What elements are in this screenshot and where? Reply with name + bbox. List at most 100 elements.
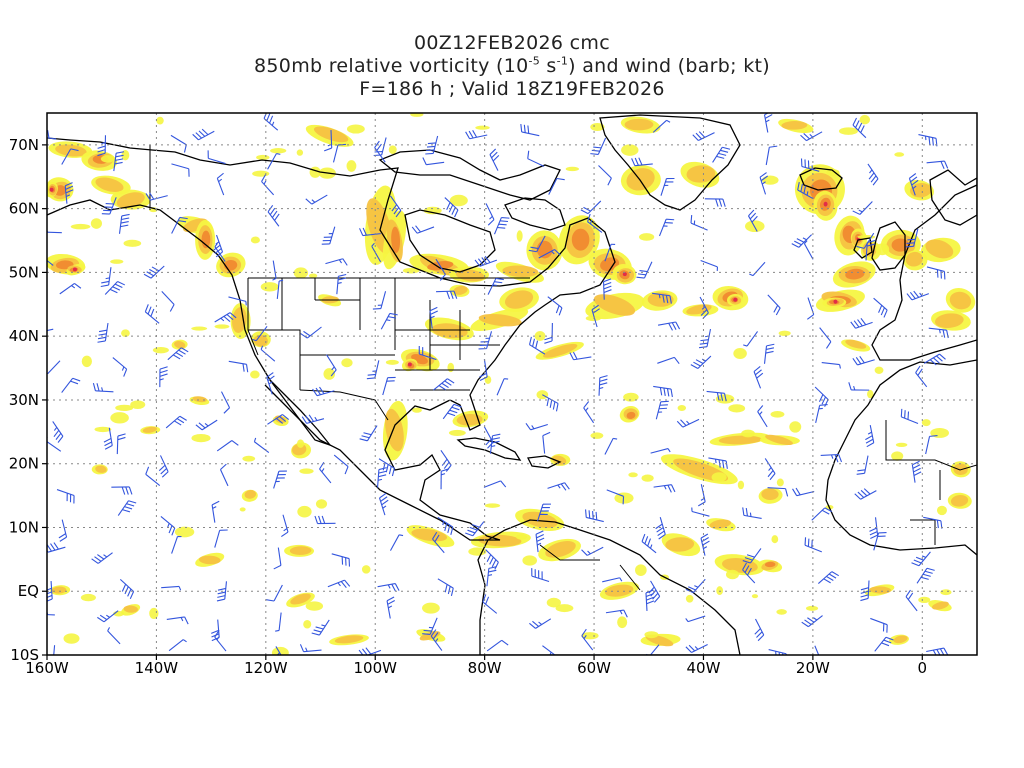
wind-barb: [685, 615, 706, 623]
wind-barb: [275, 646, 282, 655]
wind-barb: [865, 424, 875, 448]
wind-barb: [905, 589, 918, 612]
vorticity-speck: [447, 362, 455, 373]
wind-barb: [485, 203, 495, 226]
vorticity-speck: [242, 455, 256, 462]
wind-barb: [819, 327, 832, 349]
vorticity-speck: [776, 478, 784, 487]
wind-barb: [214, 243, 226, 262]
wind-barb: [636, 261, 653, 279]
vorticity-speck: [121, 329, 130, 337]
wind-barb: [645, 644, 660, 655]
wind-barb: [580, 200, 602, 215]
wind-barb: [482, 594, 498, 614]
wind-barb: [925, 435, 938, 455]
vorticity-speck: [448, 429, 466, 436]
wind-barb: [418, 345, 437, 361]
vorticity-contour-level-1: [925, 239, 954, 259]
wind-barb: [97, 135, 107, 157]
coastline-iceland: [799, 167, 843, 191]
wind-barb: [103, 427, 113, 450]
wind-barb: [821, 362, 841, 369]
vorticity-contour-level-1: [545, 541, 576, 558]
wind-barb: [371, 242, 382, 263]
wind-barb: [379, 492, 389, 516]
wind-barb: [101, 197, 117, 215]
vorticity-speck: [260, 282, 279, 292]
wind-barb: [848, 382, 870, 391]
wind-barb: [906, 290, 930, 301]
wind-barb: [220, 391, 231, 414]
lon-tick-label: 60W: [577, 659, 611, 677]
wind-barb: [325, 258, 348, 266]
vorticity-speck: [388, 145, 397, 155]
wind-barb: [655, 517, 666, 540]
vorticity-contour-level-1: [232, 307, 247, 333]
vorticity-contour-level-1: [419, 631, 441, 641]
wind-barb: [319, 461, 332, 484]
vorticity-speck: [728, 404, 746, 413]
vorticity-speck: [826, 169, 840, 177]
wind-barb: [327, 579, 351, 589]
wind-barb: [747, 209, 758, 232]
lon-tick-label: 40W: [687, 659, 721, 677]
wind-barb: [216, 581, 228, 602]
wind-barb: [926, 647, 949, 655]
vorticity-contour-level-3: [49, 187, 54, 192]
wind-barb: [911, 551, 931, 567]
wind-barb: [160, 516, 176, 536]
vorticity-speck: [239, 507, 246, 512]
wind-barb: [145, 466, 161, 487]
wind-barb: [437, 516, 454, 535]
wind-barb: [228, 360, 249, 373]
wind-barb: [485, 549, 499, 570]
wind-barb: [815, 404, 828, 424]
wind-barb: [58, 519, 68, 542]
map-titles: 00Z12FEB2026 cmc 850mb relative vorticit…: [0, 32, 1024, 101]
wind-barb: [275, 612, 282, 632]
vorticity-speck: [685, 594, 694, 603]
wind-barb: [214, 529, 228, 548]
vorticity-speck: [250, 236, 260, 244]
vorticity-speck: [639, 233, 655, 241]
lat-tick-label: 40N: [9, 327, 39, 345]
vorticity-contour-level-1: [721, 558, 758, 573]
wind-barb: [874, 636, 894, 652]
wind-barb: [923, 516, 943, 529]
vorticity-speck: [90, 218, 103, 229]
vorticity-contour-level-1: [385, 408, 404, 452]
vorticity-speck: [346, 124, 365, 134]
wind-barb: [587, 213, 603, 233]
wind-barb: [569, 351, 592, 361]
wind-barb: [676, 418, 700, 428]
vorticity-contour-level-1: [198, 555, 221, 565]
vorticity-speck: [515, 534, 528, 540]
wind-barb: [860, 580, 870, 602]
vorticity-speck: [918, 596, 931, 604]
wind-barb: [867, 163, 879, 186]
vorticity-speck: [252, 170, 270, 177]
wind-barb: [926, 266, 946, 280]
wind-barb: [483, 480, 507, 488]
vorticity-contour-level-1: [869, 586, 892, 594]
vorticity-contour-level-2: [764, 561, 776, 568]
wind-barb: [64, 182, 74, 204]
lon-tick-label: 120W: [244, 659, 288, 677]
vorticity-speck: [475, 125, 490, 130]
vorticity-contour-level-1: [543, 343, 578, 358]
wind-barb: [757, 405, 768, 428]
wind-barb: [814, 386, 829, 407]
vorticity-speck: [341, 358, 353, 368]
wind-barb: [800, 131, 823, 142]
wind-barb: [585, 509, 604, 523]
vorticity-speck: [522, 555, 538, 566]
vorticity-speck: [410, 113, 424, 117]
wind-barb: [529, 618, 552, 629]
vorticity-contour-level-1: [647, 292, 674, 307]
coastline-cuba: [456, 437, 522, 461]
wind-barb: [145, 192, 168, 201]
wind-barb: [856, 455, 869, 475]
vorticity-speck: [891, 451, 904, 461]
vorticity-contour-level-1: [626, 168, 655, 191]
